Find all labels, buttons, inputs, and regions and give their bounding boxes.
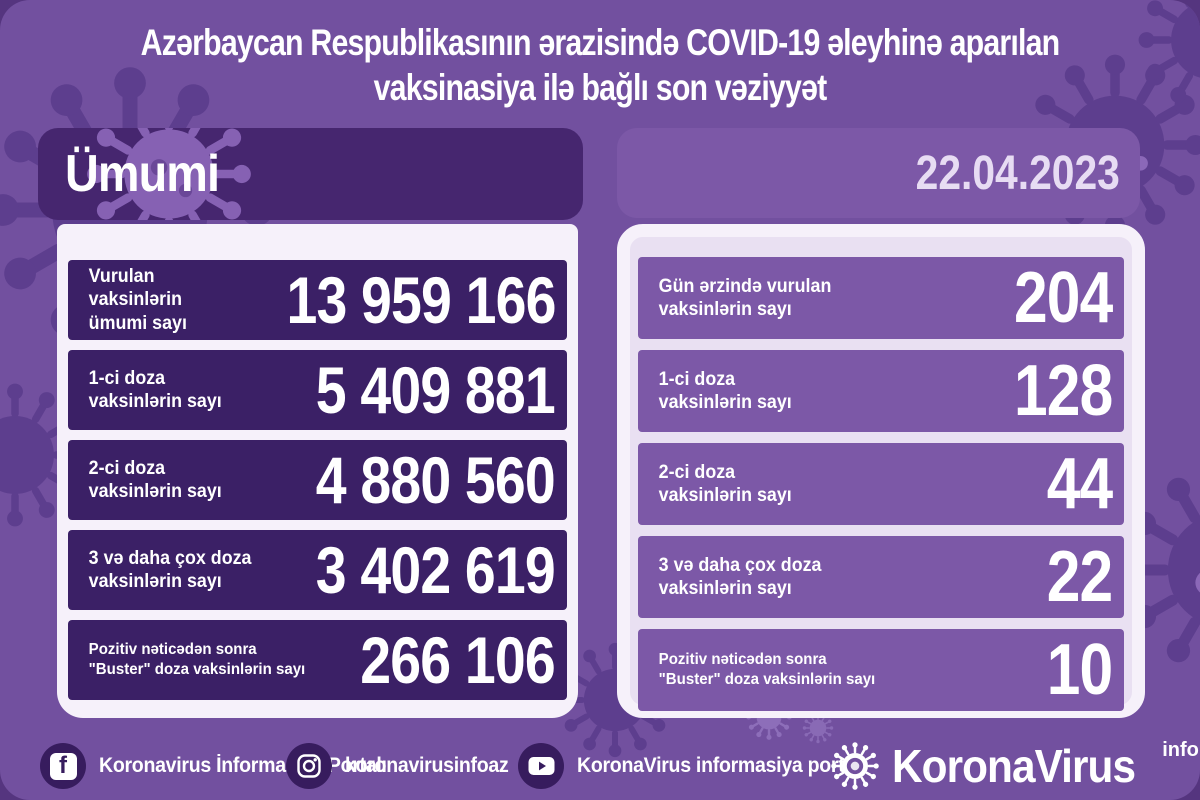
stat-label: 2-ci doza vaksinlərin sayı bbox=[658, 461, 792, 506]
daily-stats-panel: Gün ərzində vurulan vaksinlərin sayı 204… bbox=[617, 224, 1145, 718]
stat-value: 266 106 bbox=[360, 623, 556, 697]
stat-row-dose1-total: 1-ci doza vaksinlərin sayı 5 409 881 bbox=[68, 350, 567, 430]
youtube-label: KoronaVirus informasiya portalı bbox=[577, 754, 866, 777]
koronavirus-brand: KoronaVirus info bbox=[830, 738, 1200, 794]
stat-row-booster-total: Pozitiv nəticədən sonra "Buster" doza va… bbox=[68, 620, 567, 700]
total-section-title: Ümumi bbox=[65, 145, 220, 203]
page-title: Azərbaycan Respublikasının ərazisində CO… bbox=[0, 20, 1200, 110]
total-stats-panel: Vurulan vaksinlərin ümumi sayı 13 959 16… bbox=[57, 224, 578, 718]
youtube-icon bbox=[518, 743, 564, 789]
stat-value: 10 bbox=[1046, 630, 1113, 710]
instagram-link[interactable]: koronavirusinfoaz bbox=[286, 738, 521, 794]
stat-row-dose3plus-daily: 3 və daha çox doza vaksinlərin sayı 22 bbox=[638, 536, 1124, 618]
stat-label: 3 və daha çox doza vaksinlərin sayı bbox=[658, 554, 822, 599]
virus-logo-icon bbox=[831, 742, 879, 790]
stat-value: 128 bbox=[1013, 351, 1113, 431]
stat-value: 4 880 560 bbox=[316, 443, 556, 517]
date-section-header: 22.04.2023 bbox=[617, 128, 1140, 218]
stat-label: Pozitiv nəticədən sonra "Buster" doza va… bbox=[658, 651, 876, 688]
page-title-line2: vaksinasiya ilə bağlı son vəziyyət bbox=[373, 67, 828, 109]
brand-name: KoronaVirus bbox=[892, 740, 1136, 792]
stat-row-daily-vaccines: Gün ərzində vurulan vaksinlərin sayı 204 bbox=[638, 257, 1124, 339]
brand-suffix: info bbox=[1162, 738, 1199, 761]
stat-row-dose1-daily: 1-ci doza vaksinlərin sayı 128 bbox=[638, 350, 1124, 432]
footer: f Koronavirus İnformasiya Portalı korona… bbox=[0, 738, 1200, 794]
stat-label: 1-ci doza vaksinlərin sayı bbox=[88, 367, 222, 412]
stat-value: 204 bbox=[1013, 258, 1113, 338]
stat-label: Gün ərzində vurulan vaksinlərin sayı bbox=[658, 275, 832, 320]
stat-row-booster-daily: Pozitiv nəticədən sonra "Buster" doza va… bbox=[638, 629, 1124, 711]
stat-value: 5 409 881 bbox=[316, 353, 556, 427]
stat-label: 3 və daha çox doza vaksinlərin sayı bbox=[88, 547, 252, 592]
virus-decoration-icon bbox=[87, 128, 251, 220]
stat-label: Pozitiv nəticədən sonra "Buster" doza va… bbox=[88, 641, 306, 678]
virus-decoration-icon bbox=[1120, 465, 1200, 675]
stat-value: 3 402 619 bbox=[316, 533, 556, 607]
stat-label: 2-ci doza vaksinlərin sayı bbox=[88, 457, 222, 502]
instagram-label: koronavirusinfoaz bbox=[345, 754, 509, 777]
youtube-link[interactable]: KoronaVirus informasiya portalı bbox=[518, 738, 887, 794]
stat-row-dose2-total: 2-ci doza vaksinlərin sayı 4 880 560 bbox=[68, 440, 567, 520]
instagram-icon bbox=[286, 743, 332, 789]
total-section-header: Ümumi bbox=[38, 128, 583, 220]
stat-label: 1-ci doza vaksinlərin sayı bbox=[658, 368, 792, 413]
stat-value: 44 bbox=[1046, 444, 1113, 524]
stat-row-dose2-daily: 2-ci doza vaksinlərin sayı 44 bbox=[638, 443, 1124, 525]
report-date: 22.04.2023 bbox=[915, 146, 1120, 200]
stat-label: Vurulan vaksinlərin ümumi sayı bbox=[88, 266, 187, 334]
page-title-line1: Azərbaycan Respublikasının ərazisində CO… bbox=[140, 22, 1061, 63]
stat-row-total-vaccines: Vurulan vaksinlərin ümumi sayı 13 959 16… bbox=[68, 260, 567, 340]
stat-value: 13 959 166 bbox=[286, 263, 556, 337]
facebook-icon: f bbox=[40, 743, 86, 789]
stat-value: 22 bbox=[1046, 537, 1113, 617]
stat-row-dose3plus-total: 3 və daha çox doza vaksinlərin sayı 3 40… bbox=[68, 530, 567, 610]
